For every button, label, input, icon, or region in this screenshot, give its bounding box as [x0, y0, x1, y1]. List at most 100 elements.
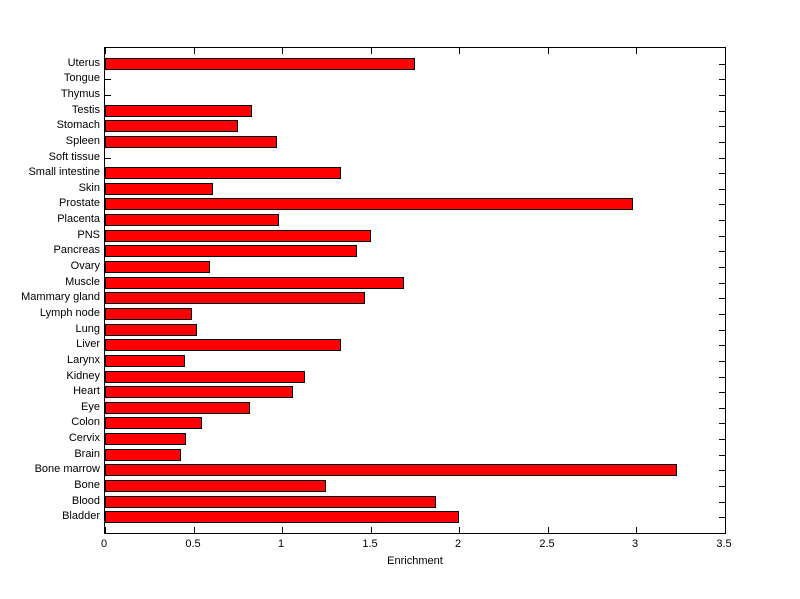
y-axis-label: Stomach [56, 119, 100, 131]
bar [105, 386, 293, 398]
y-tick-right [719, 470, 725, 471]
y-axis-label: PNS [77, 229, 100, 241]
x-axis-title: Enrichment [387, 555, 443, 567]
bar [105, 292, 365, 304]
y-tick-right [719, 236, 725, 237]
y-tick-right [719, 251, 725, 252]
bar [105, 277, 404, 289]
y-axis-label: Bladder [62, 510, 100, 522]
bar [105, 105, 252, 117]
y-axis-label: Uterus [67, 57, 100, 69]
y-tick-right [719, 173, 725, 174]
x-tick-bottom [371, 527, 372, 533]
bar [105, 480, 326, 492]
y-tick-left [105, 95, 111, 96]
y-axis-label: Thymus [60, 88, 100, 100]
y-axis-label: Bone [74, 479, 100, 491]
x-tick-label: 2 [454, 538, 462, 550]
y-tick-right [719, 79, 725, 80]
y-axis-label: Larynx [66, 354, 100, 366]
y-tick-right [719, 158, 725, 159]
y-tick-right [719, 330, 725, 331]
bar [105, 464, 677, 476]
y-tick-right [719, 267, 725, 268]
x-tick-top [636, 48, 637, 54]
y-axis-label: Pancreas [53, 244, 100, 256]
y-axis-label: Placenta [57, 213, 100, 225]
y-tick-right [719, 408, 725, 409]
bar [105, 230, 371, 242]
x-tick-bottom [725, 527, 726, 533]
bar [105, 183, 213, 195]
y-axis-label: Lymph node [39, 307, 100, 319]
x-tick-top [371, 48, 372, 54]
y-axis-label: Kidney [66, 370, 100, 382]
y-tick-right [719, 220, 725, 221]
y-axis-label: Tongue [63, 72, 100, 84]
x-tick-label: 3 [631, 538, 639, 550]
bar [105, 308, 192, 320]
y-tick-right [719, 392, 725, 393]
y-tick-right [719, 517, 725, 518]
y-tick-right [719, 283, 725, 284]
y-axis-label: Lung [75, 323, 100, 335]
bar [105, 261, 210, 273]
plot-area [104, 47, 726, 534]
y-axis-label: Skin [78, 182, 100, 194]
x-tick-bottom [459, 527, 460, 533]
x-tick-label: 1.5 [362, 538, 378, 550]
y-axis-label: Blood [71, 495, 100, 507]
bar [105, 496, 436, 508]
y-tick-right [719, 377, 725, 378]
y-tick-right [719, 423, 725, 424]
y-tick-right [719, 64, 725, 65]
y-tick-right [719, 439, 725, 440]
x-tick-label: 1 [277, 538, 285, 550]
x-tick-bottom [105, 527, 106, 533]
bar [105, 371, 305, 383]
y-axis-label: Cervix [68, 432, 100, 444]
x-tick-top [282, 48, 283, 54]
y-tick-right [719, 111, 725, 112]
x-tick-label: 3.5 [716, 538, 732, 550]
bar [105, 324, 197, 336]
y-axis-label: Ovary [70, 260, 100, 272]
bar [105, 167, 341, 179]
x-tick-top [725, 48, 726, 54]
y-tick-left [105, 158, 111, 159]
x-tick-bottom [194, 527, 195, 533]
y-axis-label: Small intestine [28, 166, 100, 178]
y-axis-label: Prostate [59, 197, 100, 209]
bar [105, 58, 415, 70]
bar [105, 245, 357, 257]
y-tick-right [719, 298, 725, 299]
y-axis-label: Liver [76, 338, 100, 350]
y-axis-labels: Uterus Tongue Thymus Testis Stomach Spleen Sof… [0, 47, 100, 534]
bar [105, 402, 250, 414]
x-tick-top [105, 48, 106, 54]
bar [105, 449, 181, 461]
bar [105, 198, 633, 210]
x-tick-label: 0 [100, 538, 108, 550]
y-tick-right [719, 502, 725, 503]
y-axis-label: Colon [71, 416, 100, 428]
bar [105, 136, 277, 148]
y-tick-right [719, 126, 725, 127]
x-tick-label: 2.5 [539, 538, 555, 550]
x-tick-top [459, 48, 460, 54]
x-tick-top [548, 48, 549, 54]
y-tick-left [105, 79, 111, 80]
y-tick-right [719, 361, 725, 362]
bar [105, 355, 185, 367]
y-tick-right [719, 455, 725, 456]
x-tick-top [194, 48, 195, 54]
bar [105, 120, 238, 132]
y-tick-right [719, 314, 725, 315]
y-tick-right [719, 189, 725, 190]
x-tick-bottom [636, 527, 637, 533]
y-axis-label: Heart [73, 385, 100, 397]
x-tick-bottom [282, 527, 283, 533]
y-tick-right [719, 204, 725, 205]
y-tick-right [719, 95, 725, 96]
